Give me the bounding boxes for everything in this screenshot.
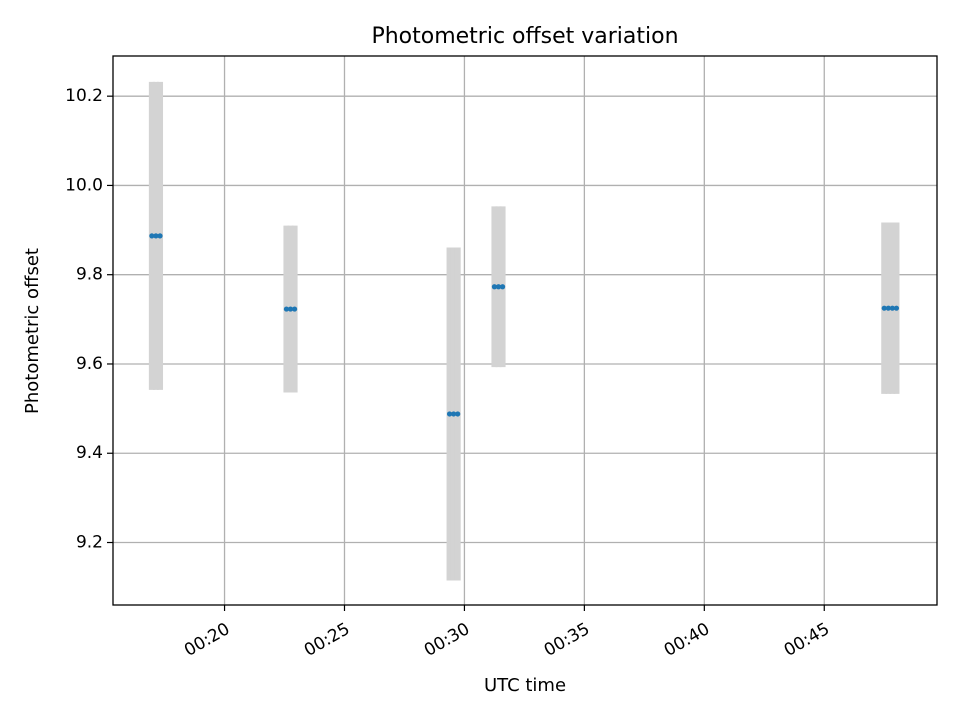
- y-tick-label: 9.8: [76, 265, 103, 285]
- data-point: [455, 411, 461, 417]
- data-points: [149, 233, 900, 417]
- data-point: [149, 233, 155, 239]
- data-point: [885, 305, 891, 311]
- y-tick-label: 10.0: [65, 175, 103, 195]
- data-point: [446, 411, 453, 417]
- y-tick-label: 9.2: [76, 533, 103, 553]
- data-point: [889, 305, 895, 311]
- data-point: [283, 306, 290, 312]
- y-tick-label: 9.6: [76, 354, 103, 374]
- grid: [113, 56, 937, 605]
- data-point: [157, 233, 163, 239]
- y-axis: 9.2 9.4 9.6 9.8 10.0 10.2: [65, 86, 113, 553]
- plot-frame: [112, 55, 938, 606]
- chart-title: Photometric offset variation: [371, 24, 678, 49]
- data-point: [881, 305, 887, 311]
- y-tick-label: 9.4: [76, 443, 103, 463]
- data-point: [495, 284, 502, 290]
- data-point: [893, 305, 900, 311]
- data-point: [153, 233, 159, 239]
- x-axis-label: UTC time: [484, 675, 566, 696]
- y-axis-label: Photometric offset: [22, 248, 43, 414]
- data-point: [291, 306, 298, 312]
- data-point: [491, 284, 498, 290]
- data-point: [287, 306, 294, 312]
- y-tick-label: 10.2: [65, 86, 103, 106]
- data-point: [499, 284, 506, 290]
- data-point: [451, 411, 457, 417]
